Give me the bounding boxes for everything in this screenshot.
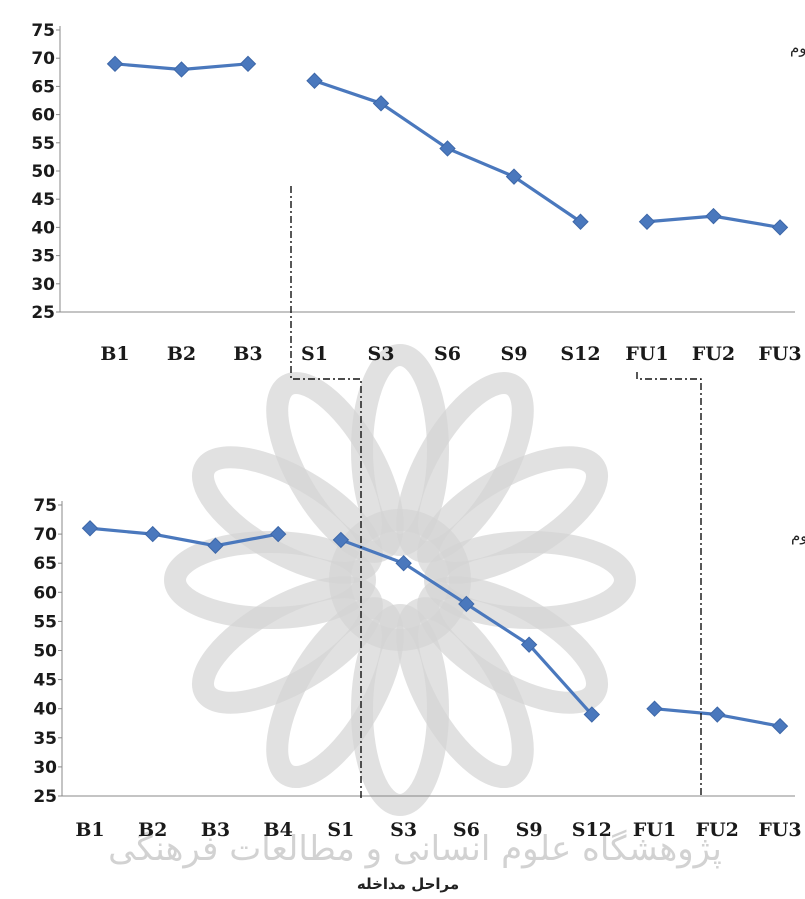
y-tick-label: 55 (33, 612, 57, 632)
data-point (173, 61, 190, 78)
x-tick-label: FU3 (758, 819, 801, 841)
data-point (771, 219, 789, 236)
data-point (520, 636, 538, 653)
x-tick-label: S12 (560, 343, 600, 365)
x-tick-label: S3 (390, 819, 417, 841)
y-tick-label: 30 (33, 758, 57, 778)
y-tick-label: 50 (33, 642, 57, 662)
data-point (505, 168, 523, 185)
y-tick-label: 55 (31, 134, 55, 154)
x-tick-label: B2 (138, 819, 167, 841)
x-tick-label: FU1 (625, 343, 668, 365)
data-point (572, 213, 589, 230)
data-point (771, 717, 789, 735)
chart-patient-2: بمار دوم 75 70 65 60 55 50 45 40 35 30 25 B1 B2 B3 S1 S… (31, 21, 805, 365)
data-point (207, 537, 224, 554)
watermark-petal (417, 446, 609, 584)
x-tick-label: S9 (501, 343, 528, 365)
data-point (458, 595, 475, 613)
data-point (583, 706, 601, 723)
data-point (81, 520, 99, 537)
y-tick-label: 35 (31, 247, 55, 267)
y-tick-label: 40 (31, 218, 55, 238)
data-point (646, 700, 663, 717)
x-tick-label: B3 (233, 343, 262, 365)
watermark-rosette (164, 344, 636, 816)
data-point (269, 525, 287, 543)
y-tick-label: 60 (33, 583, 57, 603)
data-point (372, 95, 390, 112)
data-point (106, 55, 124, 73)
data-point (439, 140, 456, 157)
y-tick-label: 45 (31, 190, 55, 210)
y-tick-label: 45 (33, 671, 57, 691)
x-tick-label: S1 (301, 343, 328, 365)
data-point (306, 72, 323, 89)
chart-title: بمار دوم (790, 39, 805, 57)
data-point (705, 207, 722, 225)
y-tick-label: 50 (31, 162, 55, 182)
y-tick-label: 65 (33, 554, 57, 574)
data-point (638, 213, 656, 230)
y-tick-label: 75 (31, 21, 55, 41)
x-tick-label: S6 (453, 819, 480, 841)
data-point (395, 554, 412, 572)
data-point (239, 55, 257, 73)
x-tick-label: FU1 (633, 819, 676, 841)
data-point (709, 706, 726, 723)
x-tick-label: B1 (75, 819, 104, 841)
x-tick-label: S1 (327, 819, 354, 841)
chart-patient-3: بمار سوم مراحل مداخله 75 70 65 60 55 50 45 40 35… (33, 496, 805, 893)
y-tick-label: 75 (33, 496, 57, 516)
x-axis-title: مراحل مداخله (357, 875, 459, 893)
watermark-center (329, 509, 471, 651)
x-tick-label: S9 (516, 819, 543, 841)
x-tick-label: B4 (264, 819, 293, 841)
y-tick-label: 40 (33, 700, 57, 720)
phase-line-treatment-to-followup (636, 372, 702, 798)
y-tick-label: 35 (33, 729, 57, 749)
x-tick-label: B2 (167, 343, 196, 365)
data-point (144, 525, 161, 543)
x-tick-label: FU3 (758, 343, 801, 365)
series-line (89, 526, 279, 548)
x-tick-label: B1 (100, 343, 129, 365)
y-tick-label: 70 (33, 525, 57, 545)
x-tick-label: S6 (434, 343, 461, 365)
x-tick-label: FU2 (696, 819, 739, 841)
phase-change-lines (290, 186, 702, 798)
y-tick-label: 60 (31, 106, 55, 126)
y-tick-label: 30 (31, 275, 55, 295)
y-tick-label: 25 (31, 303, 55, 323)
y-tick-label: 70 (31, 49, 55, 69)
x-tick-label: B3 (201, 819, 230, 841)
data-point (332, 531, 350, 549)
x-tick-label: FU2 (692, 343, 735, 365)
watermark-text: پژوهشگاه علوم انسانی و مطالعات فرهنگی (108, 829, 722, 869)
x-tick-label: S3 (368, 343, 395, 365)
y-tick-label: 25 (33, 787, 57, 807)
phase-line-baseline-to-treatment (290, 186, 362, 798)
chart-title: بمار سوم (791, 527, 805, 545)
x-tick-label: S12 (572, 819, 612, 841)
y-tick-label: 65 (31, 77, 55, 97)
